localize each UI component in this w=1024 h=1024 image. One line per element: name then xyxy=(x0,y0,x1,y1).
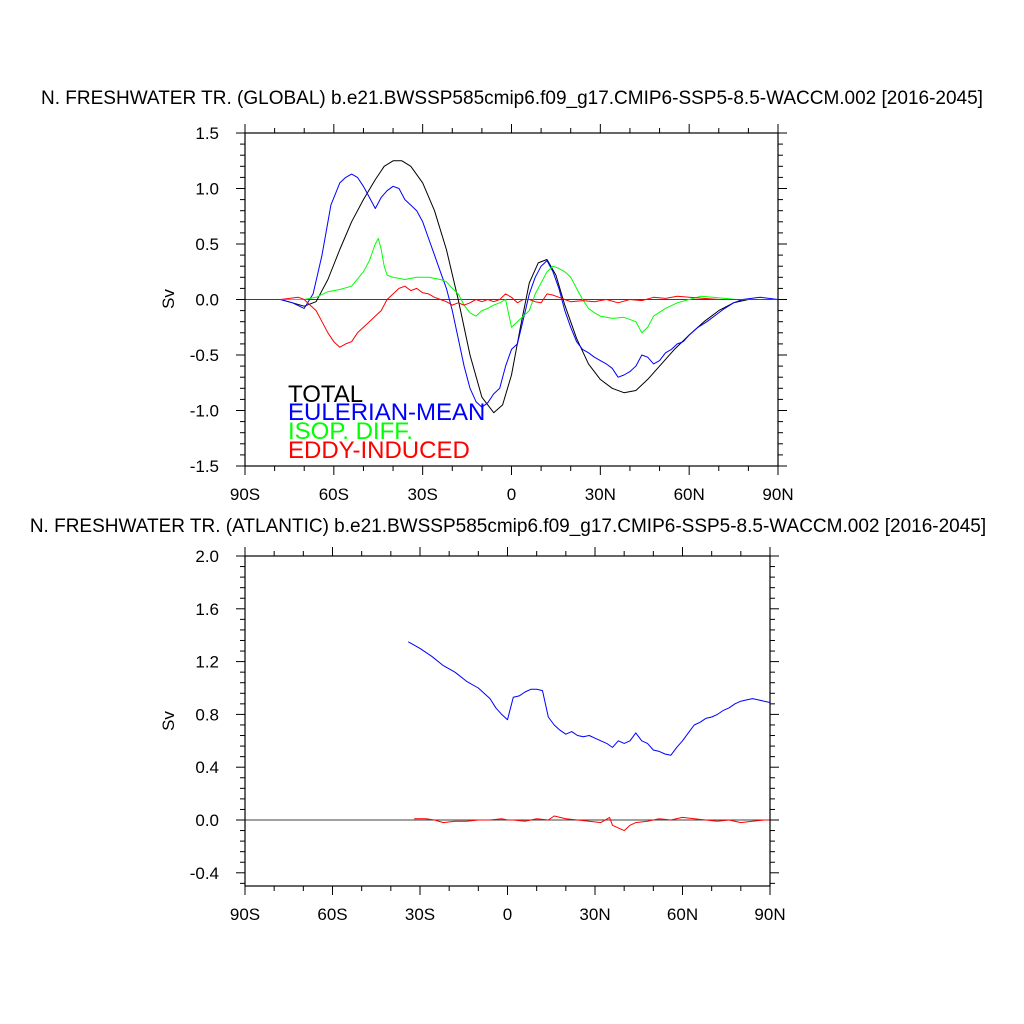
x-tick-label: 60N xyxy=(674,485,705,504)
x-tick-label: 30S xyxy=(405,905,435,924)
y-tick-label: -0.4 xyxy=(190,864,219,883)
atlantic-panel: N. FRESHWATER TR. (ATLANTIC) b.e21.BWSSP… xyxy=(30,516,986,924)
x-tick-label: 30N xyxy=(585,485,616,504)
y-axis-label: Sv xyxy=(159,711,178,731)
x-tick-label: 60N xyxy=(667,905,698,924)
global-panel: N. FRESHWATER TR. (GLOBAL) b.e21.BWSSP58… xyxy=(41,88,983,504)
x-tick-label: 90S xyxy=(230,905,260,924)
y-tick-label: 1.6 xyxy=(195,600,219,619)
y-tick-label: 0.4 xyxy=(195,758,219,777)
x-tick-label: 90N xyxy=(762,485,793,504)
series-line-series-1 xyxy=(414,815,770,832)
x-tick-label: 60S xyxy=(319,485,349,504)
y-tick-label: 1.5 xyxy=(195,124,219,143)
legend-entry-isop-diff: ISOP. DIFF. xyxy=(288,418,413,445)
legend: TOTAL EULERIAN-MEAN ISOP. DIFF. EDDY-IND… xyxy=(288,381,485,464)
legend-entry-eulerian-mean: EULERIAN-MEAN xyxy=(288,399,485,426)
x-tick-label: 60S xyxy=(317,905,347,924)
series-line-isop-diff xyxy=(280,238,778,334)
y-tick-label: 0.8 xyxy=(195,705,219,724)
series-line-eddy-induced xyxy=(280,285,778,348)
series-line-eulerian-mean xyxy=(280,173,779,408)
y-tick-label: 0.0 xyxy=(195,291,219,310)
y-tick-label: 0.0 xyxy=(195,811,219,830)
y-tick-label: -1.5 xyxy=(190,457,219,476)
x-tick-label: 90S xyxy=(230,485,260,504)
y-tick-label: 1.0 xyxy=(195,180,219,199)
y-tick-label: 0.5 xyxy=(195,235,219,254)
x-tick-label: 30N xyxy=(579,905,610,924)
legend-entry-total: TOTAL xyxy=(288,381,363,408)
chart-title: N. FRESHWATER TR. (ATLANTIC) b.e21.BWSSP… xyxy=(30,516,986,537)
y-tick-label: 2.0 xyxy=(195,547,219,566)
y-tick-label: -1.0 xyxy=(190,402,219,421)
x-tick-label: 0 xyxy=(507,485,516,504)
series-line-total xyxy=(280,160,778,414)
y-axis-label: Sv xyxy=(159,289,178,309)
x-tick-label: 0 xyxy=(503,905,512,924)
chart-title: N. FRESHWATER TR. (GLOBAL) b.e21.BWSSP58… xyxy=(41,88,983,109)
plot-frame xyxy=(244,555,771,887)
x-tick-label: 30S xyxy=(408,485,438,504)
y-tick-label: -0.5 xyxy=(190,346,219,365)
y-tick-label: 1.2 xyxy=(195,653,219,672)
x-tick-label: 90N xyxy=(754,905,785,924)
series-line-series-0 xyxy=(408,641,771,756)
legend-entry-eddy-induced: EDDY-INDUCED xyxy=(288,437,470,464)
